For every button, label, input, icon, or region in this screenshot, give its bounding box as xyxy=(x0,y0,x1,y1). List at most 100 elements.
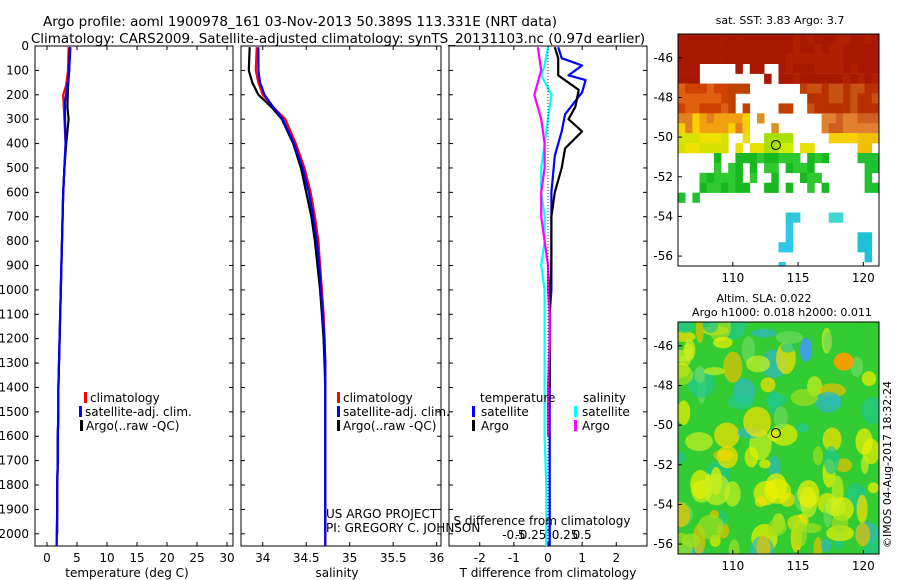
sla-patch xyxy=(826,525,854,542)
salinity-x-axis: 34 34.5 35 35.5 36 xyxy=(241,45,444,565)
sst-cell xyxy=(778,43,786,55)
sst-cell xyxy=(807,53,815,64)
project-credit: US ARGO PROJECT xyxy=(326,507,438,521)
sst-cell xyxy=(685,34,693,45)
legend-climatology: climatology xyxy=(343,391,413,405)
sla-patch xyxy=(833,352,854,371)
sst-cell xyxy=(857,83,865,94)
sst-cell xyxy=(857,153,865,164)
sla-patch xyxy=(856,494,868,524)
salinity-axis-label: salinity xyxy=(315,566,358,580)
series-salinity-satellite xyxy=(540,46,553,546)
sst-cell xyxy=(864,73,873,84)
sst-cell xyxy=(742,83,751,94)
sst-cell xyxy=(835,133,844,144)
sst-cell xyxy=(728,93,736,104)
sst-cell xyxy=(807,83,815,94)
sst-cell xyxy=(857,63,865,74)
sst-cell xyxy=(843,133,851,144)
sst-cell xyxy=(706,113,715,124)
sst-cell xyxy=(728,123,736,134)
sst-cell xyxy=(742,103,751,114)
sst-cell xyxy=(749,34,758,45)
x-tick-label: 36 xyxy=(429,551,444,565)
depth-tick-label: 700 xyxy=(6,210,29,224)
sla-patch xyxy=(756,535,771,554)
sst-cell xyxy=(706,123,715,134)
sst-cell xyxy=(879,183,887,193)
sst-cell xyxy=(828,34,837,45)
sst-cell xyxy=(685,43,693,55)
sst-cell xyxy=(857,123,865,134)
x-tick-label: 5 xyxy=(73,551,81,565)
sla-patch xyxy=(684,339,696,361)
legend-climatology-swatch xyxy=(84,392,87,403)
series-temperature-satellite xyxy=(548,46,587,546)
sst-map-frame xyxy=(677,33,880,267)
sst-cell xyxy=(864,242,873,253)
sst-cell xyxy=(850,73,858,84)
sla-patch xyxy=(768,518,787,536)
sst-cell xyxy=(800,143,808,154)
sst-cell xyxy=(692,123,700,134)
sst-map-cells xyxy=(678,34,887,266)
x-tick-label: 34.5 xyxy=(293,551,320,565)
legend-argo-raw: Argo(..raw -QC) xyxy=(86,419,179,433)
sst-cell xyxy=(764,73,772,84)
sla-patch xyxy=(855,428,873,455)
sst-cell xyxy=(685,133,693,144)
sst-cell xyxy=(807,93,815,104)
x-tick-label: 0 xyxy=(43,551,51,565)
sst-cell xyxy=(857,113,865,124)
sst-cell xyxy=(828,63,837,74)
sst-cell xyxy=(800,63,808,74)
sst-cell xyxy=(835,73,844,84)
sst-cell xyxy=(857,34,865,45)
sst-cell xyxy=(699,83,707,94)
sst-cell xyxy=(864,232,873,243)
sst-cell xyxy=(678,123,686,134)
depth-tick-label: 200 xyxy=(6,88,29,102)
sst-cell xyxy=(749,53,758,64)
legend-t-satellite: satellite xyxy=(481,405,529,419)
legend-satellite-adj: satellite-adj. clim. xyxy=(343,405,450,419)
legend-s-satellite: satellite xyxy=(582,405,630,419)
sst-cell xyxy=(807,34,815,45)
depth-tick-label: 1500 xyxy=(0,405,29,419)
sst-cell xyxy=(843,83,851,94)
sla-patch xyxy=(831,514,849,533)
sst-cell xyxy=(678,53,686,64)
sst-cell xyxy=(828,123,837,134)
sla-map-title-line2: Argo h1000: 0.018 h2000: 0.011 xyxy=(692,306,872,319)
sst-cell xyxy=(850,123,858,134)
sst-cell xyxy=(728,182,736,193)
sst-cell xyxy=(757,43,765,55)
sst-cell xyxy=(850,83,858,94)
sst-cell xyxy=(864,93,873,104)
sst-cell xyxy=(713,162,722,174)
sst-cell xyxy=(678,43,686,55)
sst-cell xyxy=(771,53,779,64)
sst-cell xyxy=(843,43,851,55)
sst-cell xyxy=(778,103,786,114)
sst-cell xyxy=(735,172,743,183)
sst-cell xyxy=(814,73,822,84)
legend-climatology: climatology xyxy=(90,391,160,405)
sla-patch xyxy=(694,366,706,384)
sst-cell xyxy=(678,73,686,84)
sst-cell xyxy=(713,182,722,193)
x-tick-label: 1 xyxy=(578,551,586,565)
sla-patch xyxy=(867,482,879,494)
legend-t-argo: Argo xyxy=(481,419,509,433)
x-tick-label: 15 xyxy=(129,551,144,565)
legend-s-argo-swatch xyxy=(574,420,577,431)
sst-cell xyxy=(879,113,887,123)
sst-cell xyxy=(721,103,729,114)
legend-t-satellite-swatch xyxy=(472,406,475,417)
figure-title-line2: Climatology: CARS2009. Satellite-adjuste… xyxy=(31,31,645,47)
sst-cell xyxy=(843,34,851,45)
sst-cell xyxy=(864,162,873,174)
sst-cell xyxy=(864,143,873,154)
sst-cell xyxy=(879,153,887,163)
sst-cell xyxy=(850,113,858,124)
